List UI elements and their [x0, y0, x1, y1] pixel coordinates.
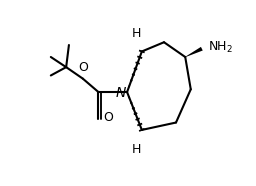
Text: H: H: [132, 26, 141, 39]
Text: H: H: [132, 143, 141, 156]
Text: N: N: [116, 86, 126, 100]
Text: O: O: [103, 111, 113, 124]
Polygon shape: [185, 47, 203, 57]
Text: O: O: [78, 61, 88, 74]
Text: NH$_2$: NH$_2$: [208, 40, 233, 55]
